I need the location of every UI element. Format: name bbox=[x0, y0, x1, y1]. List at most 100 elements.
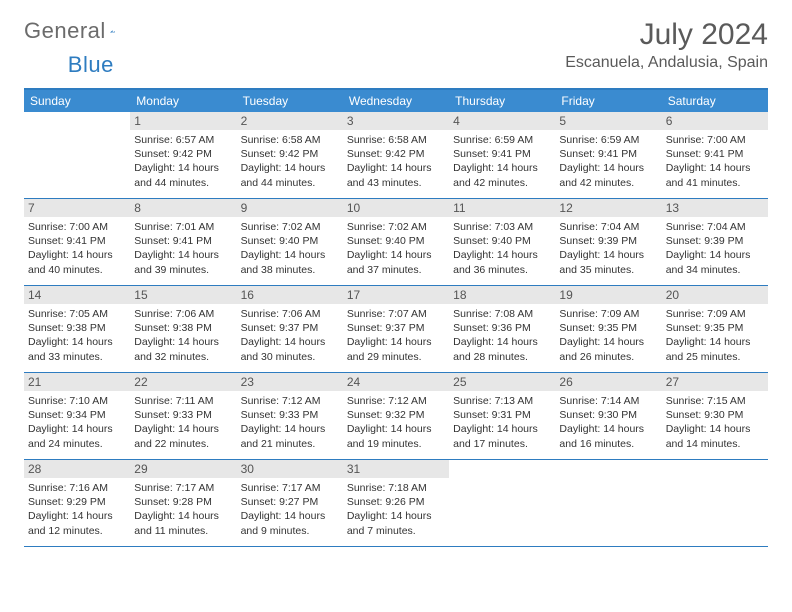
daylight-line: Daylight: 14 hours and 44 minutes. bbox=[241, 161, 339, 189]
daylight-line: Daylight: 14 hours and 17 minutes. bbox=[453, 422, 551, 450]
week-row: 14Sunrise: 7:05 AMSunset: 9:38 PMDayligh… bbox=[24, 286, 768, 373]
day-cell bbox=[449, 460, 555, 546]
sunrise-line: Sunrise: 7:02 AM bbox=[241, 220, 339, 234]
day-number: 8 bbox=[130, 199, 236, 217]
sunset-line: Sunset: 9:42 PM bbox=[347, 147, 445, 161]
weeks-container: 1Sunrise: 6:57 AMSunset: 9:42 PMDaylight… bbox=[24, 112, 768, 547]
day-number: 12 bbox=[555, 199, 661, 217]
sunset-line: Sunset: 9:40 PM bbox=[241, 234, 339, 248]
sunrise-line: Sunrise: 7:00 AM bbox=[666, 133, 764, 147]
daylight-line: Daylight: 14 hours and 41 minutes. bbox=[666, 161, 764, 189]
day-cell: 7Sunrise: 7:00 AMSunset: 9:41 PMDaylight… bbox=[24, 199, 130, 285]
day-number: 14 bbox=[24, 286, 130, 304]
sunset-line: Sunset: 9:31 PM bbox=[453, 408, 551, 422]
daylight-line: Daylight: 14 hours and 26 minutes. bbox=[559, 335, 657, 363]
week-row: 21Sunrise: 7:10 AMSunset: 9:34 PMDayligh… bbox=[24, 373, 768, 460]
daylight-line: Daylight: 14 hours and 34 minutes. bbox=[666, 248, 764, 276]
day-number: 31 bbox=[343, 460, 449, 478]
daylight-line: Daylight: 14 hours and 37 minutes. bbox=[347, 248, 445, 276]
sunrise-line: Sunrise: 6:59 AM bbox=[559, 133, 657, 147]
day-cell: 5Sunrise: 6:59 AMSunset: 9:41 PMDaylight… bbox=[555, 112, 661, 198]
daylight-line: Daylight: 14 hours and 16 minutes. bbox=[559, 422, 657, 450]
day-cell: 6 Sunrise: 7:00 AMSunset: 9:41 PMDaylight… bbox=[662, 112, 768, 198]
sunrise-line: Sunrise: 7:09 AM bbox=[666, 307, 764, 321]
day-cell: 14Sunrise: 7:05 AMSunset: 9:38 PMDayligh… bbox=[24, 286, 130, 372]
weekday-wed: Wednesday bbox=[343, 90, 449, 112]
sunrise-line: Sunrise: 7:06 AM bbox=[134, 307, 232, 321]
day-number bbox=[662, 460, 768, 464]
week-row: 28 Sunrise: 7:16 AMSunset: 9:29 PM Dayligh… bbox=[24, 460, 768, 547]
sunset-line: Sunset: 9:41 PM bbox=[559, 147, 657, 161]
daylight-line: Daylight: 14 hours and 33 minutes. bbox=[28, 335, 126, 363]
title-block: July 2024 Escanuela, Andalusia, Spain bbox=[565, 18, 768, 72]
sunset-line: Sunset: 9:30 PM bbox=[666, 408, 764, 422]
daylight-line: Daylight: 14 hours and 28 minutes. bbox=[453, 335, 551, 363]
day-number: 18 bbox=[449, 286, 555, 304]
day-number: 16 bbox=[237, 286, 343, 304]
sunrise-line: Sunrise: 7:16 AM bbox=[28, 481, 126, 495]
daylight-line: Daylight: 14 hours and 39 minutes. bbox=[134, 248, 232, 276]
day-number: 20 bbox=[662, 286, 768, 304]
sunrise-line: Sunrise: 7:13 AM bbox=[453, 394, 551, 408]
sunrise-line: Sunrise: 6:59 AM bbox=[453, 133, 551, 147]
weekday-header: Sunday Monday Tuesday Wednesday Thursday… bbox=[24, 90, 768, 112]
sunrise-line: Sunrise: 7:04 AM bbox=[666, 220, 764, 234]
sunrise-line: Sunrise: 7:07 AM bbox=[347, 307, 445, 321]
sunrise-line: Sunrise: 7:12 AM bbox=[241, 394, 339, 408]
day-cell: 27Sunrise: 7:15 AMSunset: 9:30 PMDayligh… bbox=[662, 373, 768, 459]
daylight-line: Daylight: 14 hours and 25 minutes. bbox=[666, 335, 764, 363]
sunset-line: Sunset: 9:41 PM bbox=[666, 147, 764, 161]
day-cell: 2 Sunrise: 6:58 AMSunset: 9:42 PMDaylight… bbox=[237, 112, 343, 198]
daylight-line: Daylight: 14 hours and 44 minutes. bbox=[134, 161, 232, 189]
location: Escanuela, Andalusia, Spain bbox=[565, 54, 768, 72]
day-cell: 31Sunrise: 7:18 AMSunset: 9:26 PMDayligh… bbox=[343, 460, 449, 546]
day-number: 27 bbox=[662, 373, 768, 391]
day-number: 25 bbox=[449, 373, 555, 391]
day-number: 19 bbox=[555, 286, 661, 304]
logo: General bbox=[24, 18, 136, 44]
day-number: 22 bbox=[130, 373, 236, 391]
day-cell: 9Sunrise: 7:02 AMSunset: 9:40 PMDaylight… bbox=[237, 199, 343, 285]
daylight-line: Daylight: 14 hours and 14 minutes. bbox=[666, 422, 764, 450]
daylight-line: Daylight: 14 hours and 35 minutes. bbox=[559, 248, 657, 276]
sunrise-line: Sunrise: 6:58 AM bbox=[241, 133, 339, 147]
day-number: 13 bbox=[662, 199, 768, 217]
weekday-mon: Monday bbox=[130, 90, 236, 112]
day-number: 6 bbox=[662, 112, 768, 130]
sunrise-line: Sunrise: 7:10 AM bbox=[28, 394, 126, 408]
day-number: 21 bbox=[24, 373, 130, 391]
sunrise-line: Sunrise: 7:17 AM bbox=[134, 481, 232, 495]
day-number: 28 bbox=[24, 460, 130, 478]
sunrise-line: Sunrise: 7:03 AM bbox=[453, 220, 551, 234]
day-number: 23 bbox=[237, 373, 343, 391]
sunset-line: Sunset: 9:29 PM bbox=[28, 495, 126, 509]
sunrise-line: Sunrise: 7:11 AM bbox=[134, 394, 232, 408]
day-number: 2 bbox=[237, 112, 343, 130]
logo-icon bbox=[110, 21, 115, 41]
weekday-sat: Saturday bbox=[662, 90, 768, 112]
day-cell bbox=[662, 460, 768, 546]
day-cell: 29Sunrise: 7:17 AMSunset: 9:28 PMDayligh… bbox=[130, 460, 236, 546]
day-cell: 15Sunrise: 7:06 AMSunset: 9:38 PMDayligh… bbox=[130, 286, 236, 372]
weekday-thu: Thursday bbox=[449, 90, 555, 112]
sunset-line: Sunset: 9:28 PM bbox=[134, 495, 232, 509]
day-number: 4 bbox=[449, 112, 555, 130]
month-title: July 2024 bbox=[565, 18, 768, 52]
day-cell: 11Sunrise: 7:03 AMSunset: 9:40 PMDayligh… bbox=[449, 199, 555, 285]
day-number bbox=[555, 460, 661, 464]
day-number: 1 bbox=[130, 112, 236, 130]
day-cell: 8Sunrise: 7:01 AMSunset: 9:41 PMDaylight… bbox=[130, 199, 236, 285]
sunset-line: Sunset: 9:35 PM bbox=[559, 321, 657, 335]
day-cell: 10Sunrise: 7:02 AMSunset: 9:40 PMDayligh… bbox=[343, 199, 449, 285]
sunset-line: Sunset: 9:42 PM bbox=[241, 147, 339, 161]
sunset-line: Sunset: 9:39 PM bbox=[666, 234, 764, 248]
daylight-line: Daylight: 14 hours and 7 minutes. bbox=[347, 509, 445, 537]
weekday-tue: Tuesday bbox=[237, 90, 343, 112]
day-number: 15 bbox=[130, 286, 236, 304]
sunset-line: Sunset: 9:30 PM bbox=[559, 408, 657, 422]
sunset-line: Sunset: 9:35 PM bbox=[666, 321, 764, 335]
day-cell: 17Sunrise: 7:07 AMSunset: 9:37 PMDayligh… bbox=[343, 286, 449, 372]
week-row: 7Sunrise: 7:00 AMSunset: 9:41 PMDaylight… bbox=[24, 199, 768, 286]
sunset-line: Sunset: 9:40 PM bbox=[453, 234, 551, 248]
sunset-line: Sunset: 9:38 PM bbox=[134, 321, 232, 335]
